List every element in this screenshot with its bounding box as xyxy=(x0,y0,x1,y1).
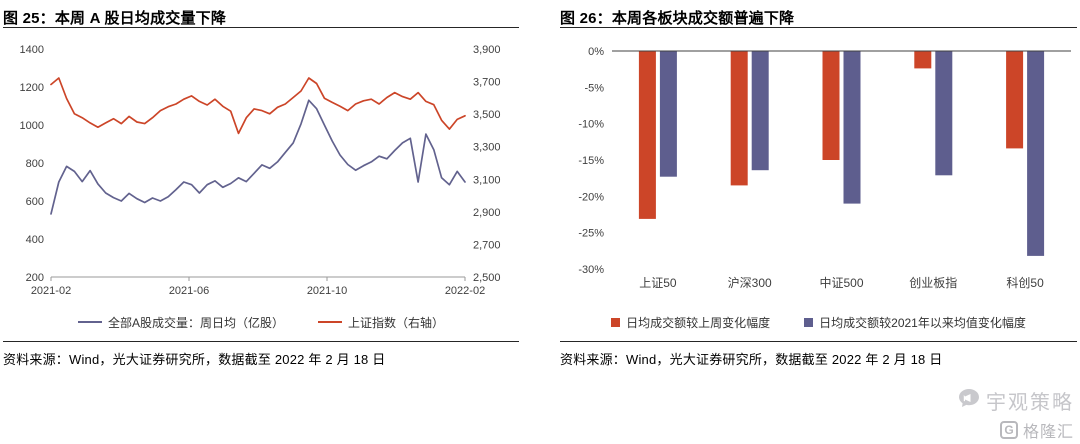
y-left-tick-label: 1400 xyxy=(20,44,44,56)
y-right-tick-label: 3,700 xyxy=(473,77,501,89)
wow-change-bar-4 xyxy=(1006,51,1024,149)
category-label: 沪深300 xyxy=(728,276,772,290)
vs-2021-avg-bar-2 xyxy=(843,51,861,204)
category-label: 科创50 xyxy=(1006,276,1044,290)
y-right-tick-label: 2,900 xyxy=(473,207,501,219)
legend-label: 全部A股成交量：周日均（亿股） xyxy=(107,315,284,330)
figure-26-legend: 日均成交额较上周变化幅度 日均成交额较2021年以来均值变化幅度 xyxy=(560,309,1077,335)
x-axis-tick-label: 2021-10 xyxy=(307,285,347,297)
legend-swatch xyxy=(804,317,814,327)
watermark: 宇观策略 G 格隆汇 xyxy=(958,386,1074,442)
y-left-tick-label: 600 xyxy=(26,196,44,208)
y-axis-tick-label: -25% xyxy=(578,228,604,240)
vs-2021-avg-bar-3 xyxy=(935,51,953,176)
wow-change-bar-0 xyxy=(638,51,656,219)
y-left-tick-label: 200 xyxy=(26,272,44,284)
figure-26-title: 图 26：本周各板块成交额普遍下降 xyxy=(560,10,795,27)
figure-25-panel: 图 25：本周 A 股日均成交量下降 200 400 600 800 1000 1200 1… xyxy=(3,0,519,368)
y-axis-tick-label: -30% xyxy=(578,264,604,276)
vs-2021-avg-bar-1 xyxy=(751,51,769,171)
category-label: 创业板指 xyxy=(909,275,957,290)
figure-26-source-rule xyxy=(560,341,1077,342)
figure-25-title: 图 25：本周 A 股日均成交量下降 xyxy=(3,10,227,27)
figure-25-legend: 全部A股成交量：周日均（亿股） 上证指数（右轴） xyxy=(3,309,519,335)
legend-swatch xyxy=(77,321,102,323)
category-label: 上证50 xyxy=(639,276,677,290)
y-right-tick-label: 3,100 xyxy=(473,174,501,186)
y-axis-tick-label: -10% xyxy=(578,119,604,131)
y-axis-tick-label: -15% xyxy=(578,155,604,167)
legend-item: 日均成交额较上周变化幅度 xyxy=(611,314,770,331)
vs-2021-avg-bar-4 xyxy=(1027,51,1045,256)
gelonghui-logo-text: 格隆汇 xyxy=(1022,424,1074,441)
x-axis-tick-label: 2022-02 xyxy=(445,285,485,297)
legend-label: 上证指数（右轴） xyxy=(348,315,445,330)
wow-change-bar-1 xyxy=(730,51,748,186)
figure-26-panel: 图 26：本周各板块成交额普遍下降 0% -5% -10% -15% -20% -25% -… xyxy=(560,0,1077,368)
figure-26-title-rule xyxy=(560,27,1077,28)
figure-25-source-rule xyxy=(3,341,519,342)
x-axis-tick-label: 2021-02 xyxy=(31,285,71,297)
category-label: 中证500 xyxy=(819,275,863,290)
figure-25-source: 资料来源：Wind，光大证券研究所，数据截至 2022 年 2 月 18 日 xyxy=(3,352,386,367)
figure-26-source: 资料来源：Wind，光大证券研究所，数据截至 2022 年 2 月 18 日 xyxy=(560,352,943,367)
gelonghui-logo: G 格隆汇 xyxy=(999,418,1074,442)
y-axis-tick-label: 0% xyxy=(588,46,604,58)
legend-label: 日均成交额较2021年以来均值变化幅度 xyxy=(819,315,1026,330)
legend-swatch xyxy=(318,321,342,323)
chat-bubble-icon xyxy=(958,388,980,413)
figure-25-title-rule xyxy=(3,27,519,28)
legend-label: 日均成交额较上周变化幅度 xyxy=(626,315,771,330)
legend-item: 上证指数（右轴） xyxy=(318,314,444,331)
x-axis-tick-label: 2021-06 xyxy=(169,285,209,297)
gelonghui-g-icon: G xyxy=(999,421,1018,439)
volume-index-line-chart: 200 400 600 800 1000 1200 1400 2,500 2,700 2,900 3… xyxy=(20,44,501,297)
y-left-tick-label: 1200 xyxy=(20,82,44,94)
y-axis-tick-label: -5% xyxy=(584,82,604,94)
index-series-line xyxy=(50,77,466,135)
watermark-brand: 宇观策略 xyxy=(958,386,1074,415)
y-left-tick-label: 400 xyxy=(26,234,44,246)
y-right-tick-label: 3,300 xyxy=(473,142,501,154)
wow-change-bar-3 xyxy=(914,51,932,69)
legend-item: 日均成交额较2021年以来均值变化幅度 xyxy=(804,314,1026,331)
legend-swatch xyxy=(611,317,621,327)
legend-item: 全部A股成交量：周日均（亿股） xyxy=(77,314,284,331)
sector-turnover-bar-chart: 0% -5% -10% -15% -20% -25% -30% 上证50 沪深300 中证500 创… xyxy=(578,46,1071,290)
y-left-tick-label: 800 xyxy=(26,158,44,170)
vs-2021-avg-bar-0 xyxy=(659,51,677,177)
wow-change-bar-2 xyxy=(822,51,840,160)
y-right-tick-label: 3,500 xyxy=(473,109,501,121)
y-right-tick-label: 3,900 xyxy=(473,44,501,56)
volume-series-line xyxy=(50,99,466,215)
watermark-brand-text: 宇观策略 xyxy=(986,392,1074,414)
y-right-tick-label: 2,500 xyxy=(473,272,501,284)
y-axis-tick-label: -20% xyxy=(578,191,604,203)
y-right-tick-label: 2,700 xyxy=(473,239,501,251)
y-left-tick-label: 1000 xyxy=(20,120,44,132)
